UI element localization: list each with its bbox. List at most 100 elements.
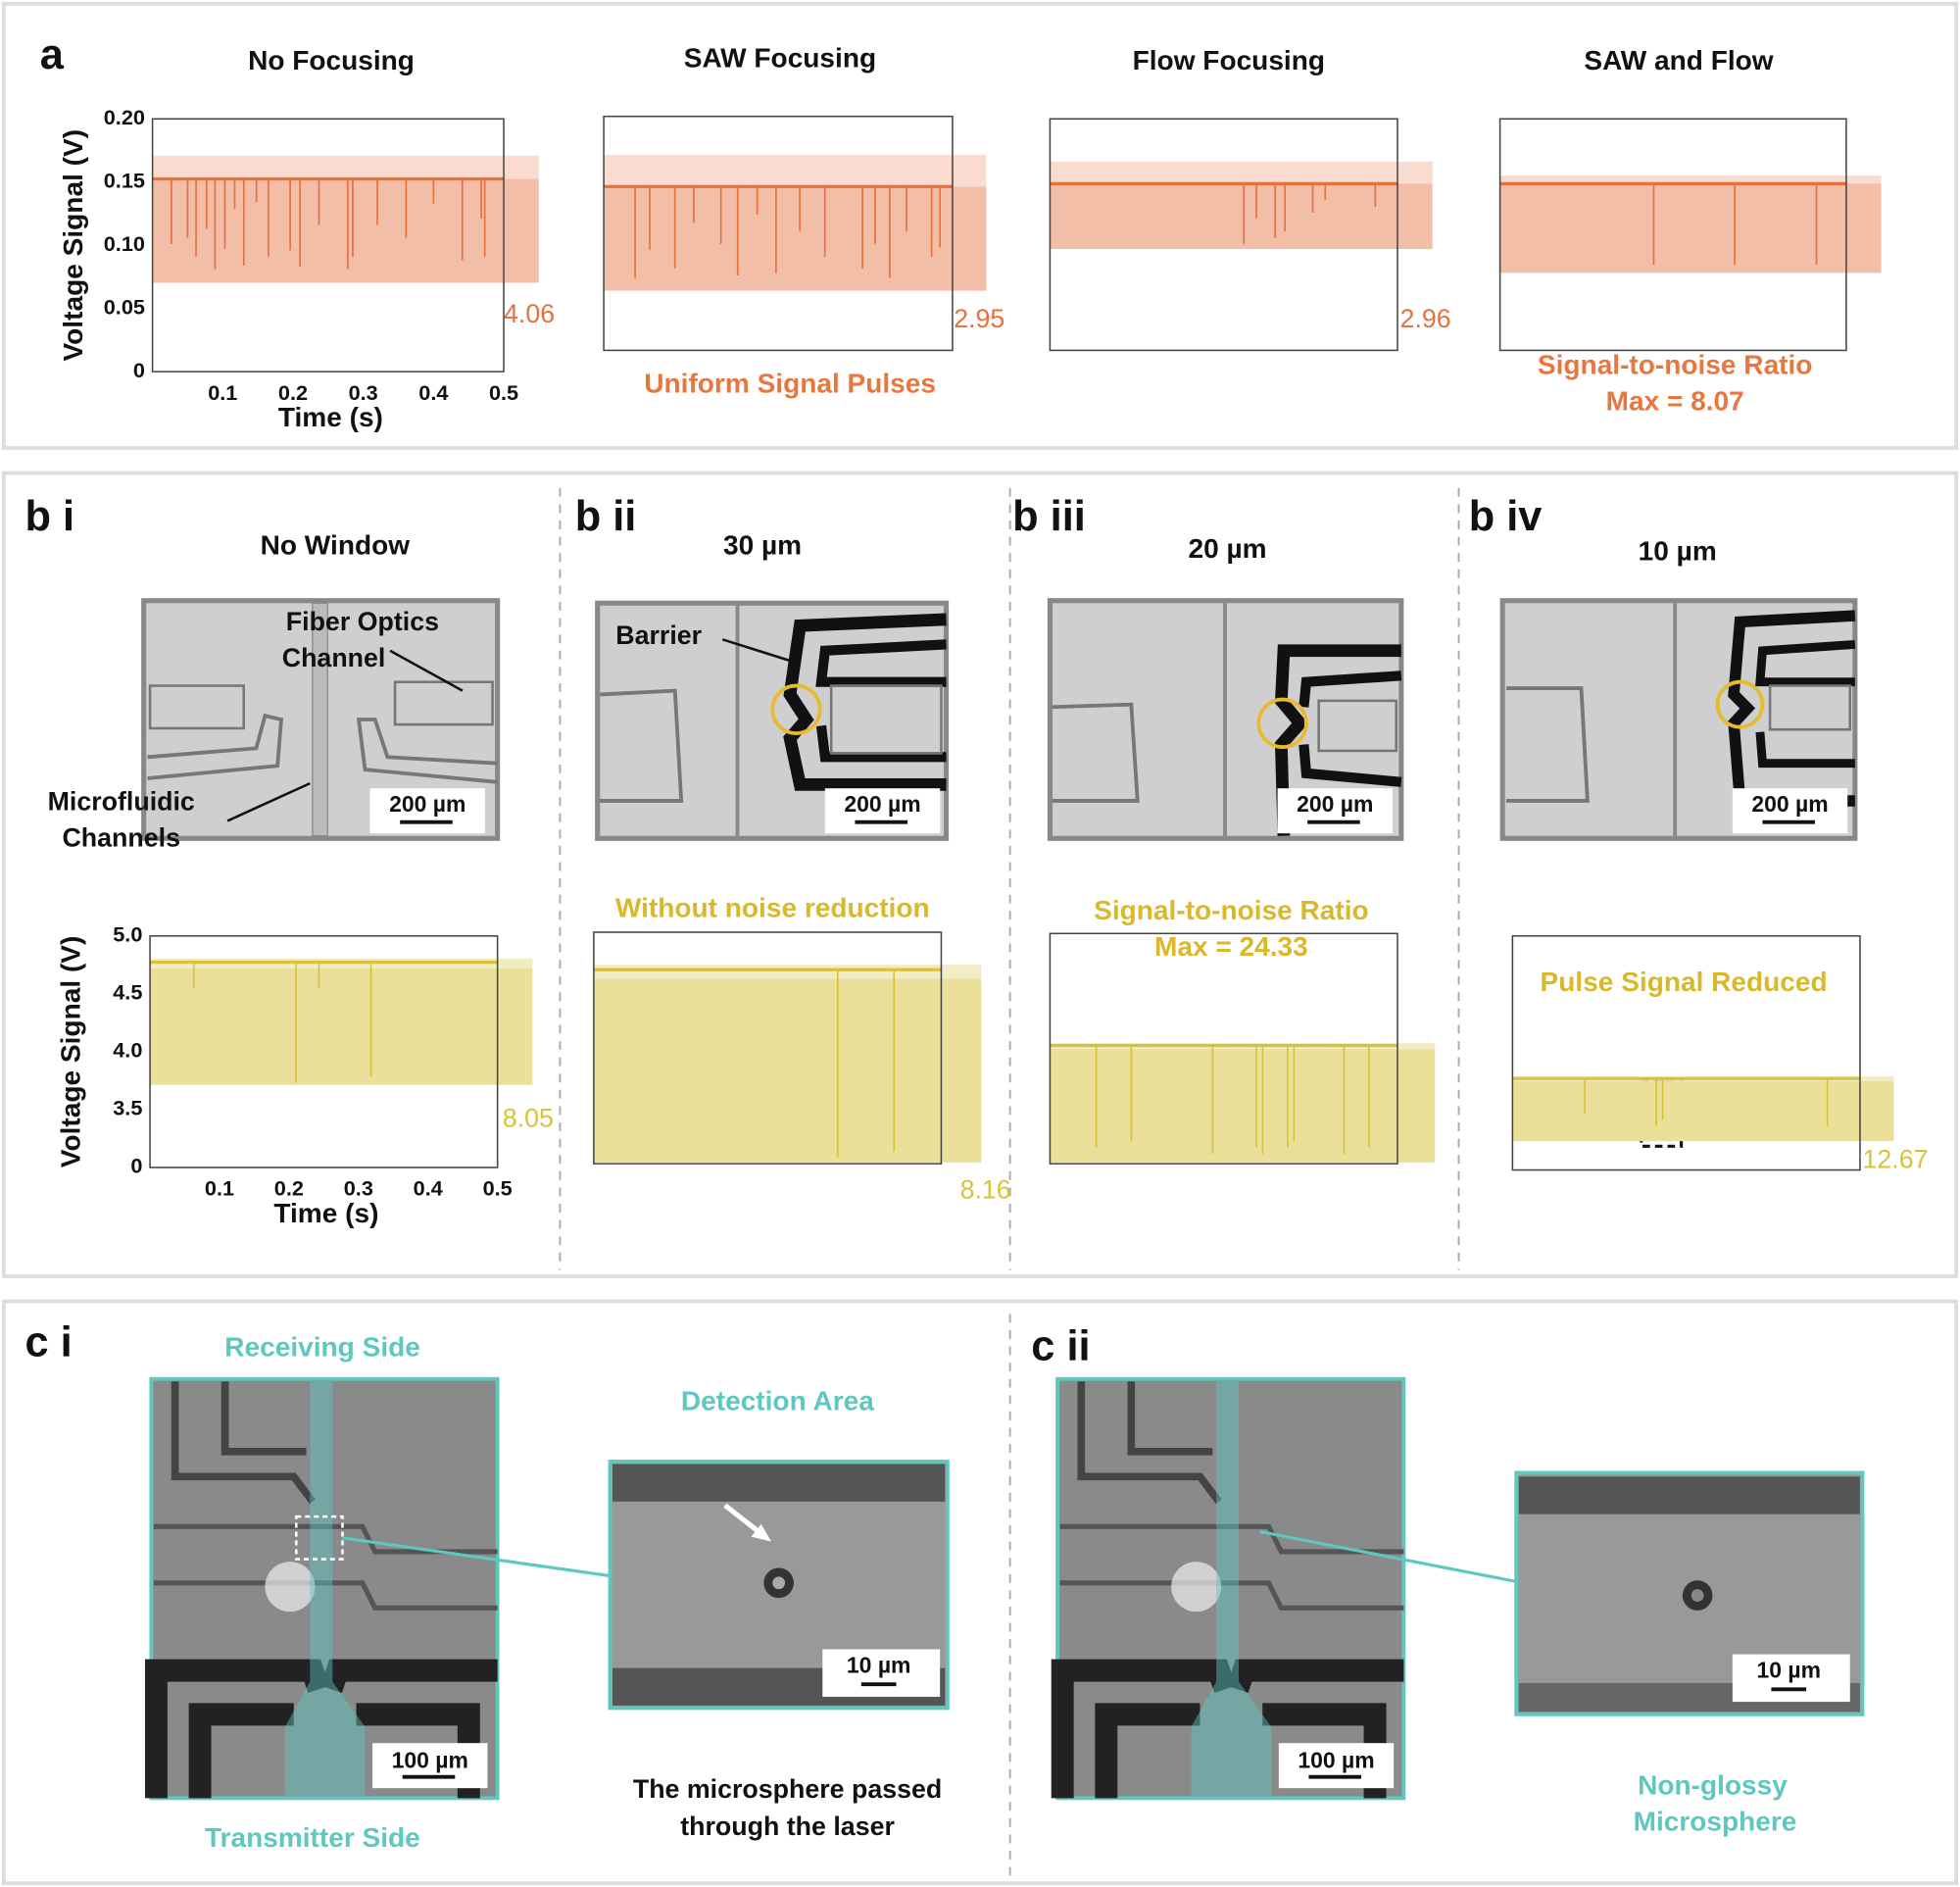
scale-label: 200 µm [1751,791,1828,817]
noise-band [1512,1080,1894,1142]
micrograph [1051,1376,1589,1801]
caption: Non-glossy [1638,1769,1788,1800]
snr-label: 8.05 [503,1104,554,1133]
chart-title: SAW and Flow [1584,45,1773,75]
chart-title: 10 µm [1639,536,1717,567]
annotation: Signal-to-noise Ratio [1094,895,1369,925]
scale-label: 100 µm [1298,1747,1374,1772]
scale-label: 200 µm [389,791,466,817]
chart-title: No Focusing [248,45,415,75]
label: Fiber Optics [286,607,439,636]
axes-box [1498,118,1847,352]
dividers [559,487,1460,1877]
snr-label: 2.96 [1400,304,1451,333]
y-tick-label: 0.05 [104,294,145,319]
noise-band [604,155,987,187]
noise-band [593,978,982,1163]
chart-title: No Window [261,529,411,560]
label: Detection Area [681,1385,874,1415]
panel-label: b ii [575,493,637,540]
snr-label: 8.16 [960,1174,1011,1204]
caption: Microsphere [1634,1806,1797,1836]
noise-band [604,186,987,291]
x-tick-label: 0.2 [278,380,308,405]
snr-label: 2.95 [954,304,1004,333]
axes-box [1049,932,1398,1165]
scale-bar [369,788,1848,834]
panel-label: b i [25,493,75,540]
annotation: Max = 24.33 [1154,931,1308,962]
scale-label: 200 µm [844,791,920,817]
noise-band [1050,1049,1436,1163]
chart-title: 20 µm [1188,533,1266,564]
x-tick-label: 0.1 [205,1176,234,1201]
micrograph [144,1376,661,1801]
y-tick-label: 3.5 [113,1096,142,1120]
y-tick-label: 0 [133,358,145,382]
snr-label: 4.06 [504,299,555,328]
noise-band [152,178,539,283]
caption: The microsphere passed [633,1774,942,1804]
axes-box [1049,118,1398,352]
panel-label: c ii [1031,1323,1090,1370]
y-tick-label: 0.20 [104,105,145,129]
noise-band [1050,183,1433,249]
y-tick-label: 4.0 [113,1038,142,1063]
x-tick-label: 0.5 [489,380,518,405]
x-tick-label: 0.4 [418,380,448,405]
label: Barrier [615,621,702,650]
y-axis-label: Voltage Signal (V) [55,936,85,1168]
noise-band [150,968,533,1085]
panel-label: b iii [1012,493,1086,540]
snr-label: 12.67 [1863,1145,1929,1174]
panel-frame [1,1,1959,450]
annotation: Without noise reduction [615,892,930,922]
y-axis-label: Voltage Signal (V) [58,129,88,362]
scale-label: 10 µm [1756,1657,1821,1682]
x-tick-label: 0.2 [274,1176,304,1201]
axes-box [1511,935,1861,1171]
noise-band [1499,175,1882,184]
scale-bar [372,1649,1850,1789]
label: Transmitter Side [205,1822,420,1853]
label: Receiving Side [224,1332,420,1363]
caption: through the laser [680,1812,895,1841]
x-tick-label: 0.5 [483,1176,513,1201]
x-tick-label: 0.3 [344,1176,373,1201]
panel-label: a [40,31,65,78]
axes-box [149,935,499,1168]
noise-band [1050,161,1433,184]
annotation: Signal-to-noise Ratio [1538,349,1813,379]
y-tick-label: 0.10 [104,231,145,256]
x-axis-label: Time (s) [278,402,383,432]
panel-frame [1,471,1959,1278]
axes-box [603,115,954,352]
panel-label: c i [25,1319,73,1366]
scale-label: 200 µm [1297,791,1373,817]
y-tick-label: 4.5 [113,980,142,1005]
scale-label: 100 µm [392,1747,468,1772]
chart-title: Flow Focusing [1133,45,1325,75]
axes-box [593,931,943,1165]
label: Microfluidic [48,787,195,817]
panel-label: b iv [1469,493,1543,540]
noise-band [1499,183,1882,273]
axes-box [151,118,505,372]
x-tick-label: 0.3 [349,380,378,405]
annotation: Pulse Signal Reduced [1541,967,1828,997]
scale-label: 10 µm [847,1652,911,1677]
annotation: Max = 8.07 [1606,385,1744,416]
noise-band [593,965,982,979]
x-tick-label: 0.4 [414,1176,443,1201]
label: Channel [282,643,386,672]
x-axis-label: Time (s) [273,1198,378,1228]
chart-title: SAW Focusing [684,43,876,74]
x-tick-label: 0.1 [208,380,237,405]
y-tick-label: 5.0 [113,922,142,947]
chart-title: 30 µm [723,529,802,560]
y-tick-label: 0 [130,1154,142,1178]
annotation: Uniform Signal Pulses [644,369,936,399]
label: Channels [62,823,179,853]
